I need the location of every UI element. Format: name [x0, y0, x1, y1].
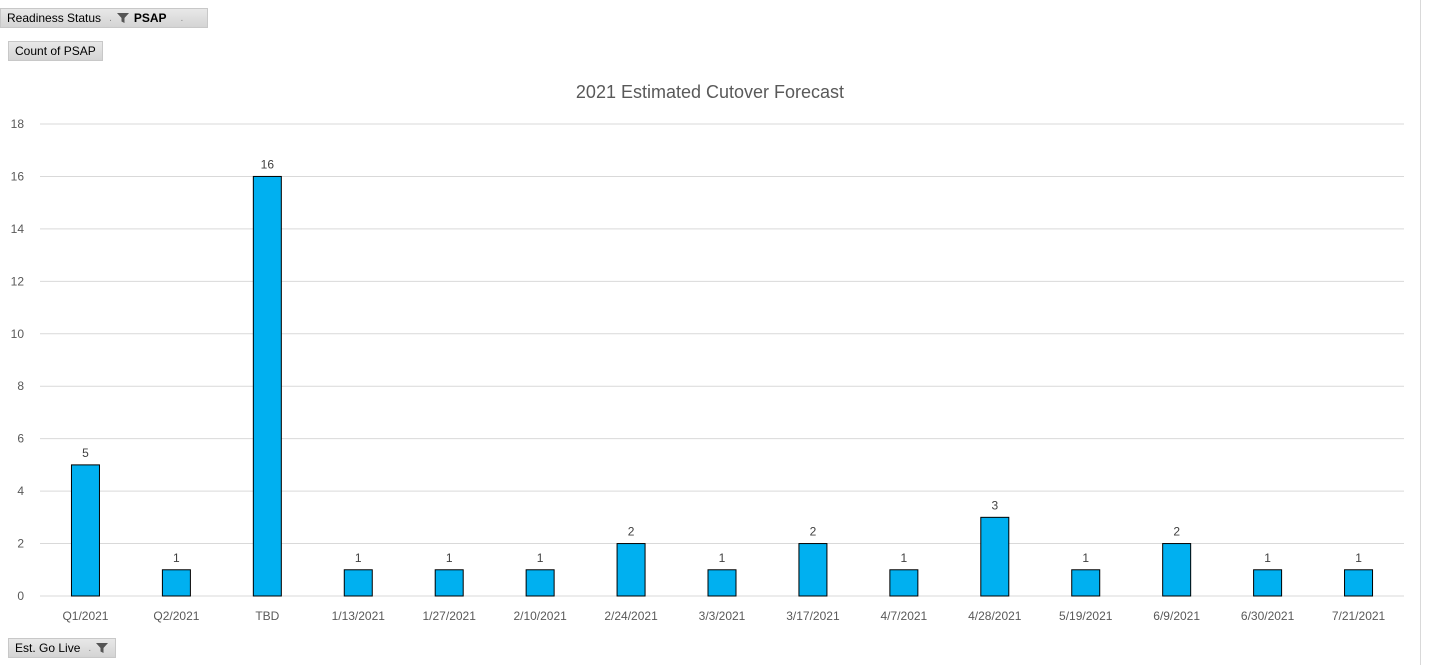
- x-tick-label: Q1/2021: [62, 609, 108, 623]
- data-label: 1: [355, 551, 362, 565]
- bar: [1344, 569, 1374, 597]
- x-tick-label: 5/19/2021: [1059, 609, 1113, 623]
- x-tick-label: 3/3/2021: [699, 609, 746, 623]
- data-label: 1: [173, 551, 180, 565]
- chart-title: 2021 Estimated Cutover Forecast: [576, 82, 844, 102]
- bar: [343, 569, 373, 597]
- readiness-status-filter-button[interactable]: Readiness Status . PSAP .: [0, 8, 208, 28]
- x-tick-label: 6/9/2021: [1153, 609, 1200, 623]
- y-tick-label: 8: [17, 379, 24, 393]
- data-label: 1: [537, 551, 544, 565]
- est-go-live-label: Est. Go Live: [15, 641, 81, 655]
- bar: [616, 543, 646, 597]
- chart-bars: [70, 175, 1374, 597]
- data-label: 16: [261, 157, 275, 171]
- bar: [798, 543, 828, 597]
- x-tick-label: 6/30/2021: [1241, 609, 1295, 623]
- readiness-status-value: PSAP: [133, 11, 167, 25]
- bar: [252, 175, 282, 597]
- data-label: 1: [1082, 551, 1089, 565]
- x-tick-label: Q2/2021: [153, 609, 199, 623]
- count-of-psap-label: Count of PSAP: [15, 44, 96, 58]
- data-labels: 5 1 16 1 1 1 2 1 2 1 3 1 2 1 1: [82, 157, 1362, 564]
- est-go-live-field-button[interactable]: Est. Go Live .: [8, 638, 117, 658]
- x-tick-label: 1/27/2021: [423, 609, 477, 623]
- y-tick-label: 16: [11, 169, 25, 183]
- bar: [1071, 569, 1101, 597]
- y-tick-label: 18: [11, 117, 25, 131]
- dropdown-dot-icon: .: [180, 12, 184, 24]
- y-axis: 0 2 4 6 8 10 12 14 16 18: [11, 117, 25, 603]
- x-tick-label: 4/28/2021: [968, 609, 1022, 623]
- filter-funnel-icon[interactable]: [95, 642, 109, 654]
- y-tick-label: 0: [17, 589, 24, 603]
- data-label: 1: [1264, 551, 1271, 565]
- data-label: 2: [810, 525, 817, 539]
- readiness-status-label: Readiness Status: [7, 11, 102, 25]
- chart-gridlines: [40, 123, 1404, 597]
- data-label: 5: [82, 446, 89, 460]
- y-tick-label: 2: [17, 537, 24, 551]
- bar: [707, 569, 737, 597]
- bar: [525, 569, 555, 597]
- bar: [1253, 569, 1283, 597]
- x-tick-label: 2/24/2021: [604, 609, 658, 623]
- data-label: 1: [719, 551, 726, 565]
- x-tick-label: 4/7/2021: [881, 609, 928, 623]
- bar: [1162, 543, 1192, 597]
- y-tick-label: 10: [11, 327, 25, 341]
- x-tick-label: 1/13/2021: [332, 609, 386, 623]
- x-tick-label: 2/10/2021: [513, 609, 567, 623]
- data-label: 1: [901, 551, 908, 565]
- bar: [161, 569, 191, 597]
- data-label: 1: [446, 551, 453, 565]
- data-label: 1: [1355, 551, 1362, 565]
- y-tick-label: 14: [11, 222, 25, 236]
- y-tick-label: 4: [17, 484, 24, 498]
- x-tick-label: 3/17/2021: [786, 609, 840, 623]
- bar: [980, 516, 1010, 597]
- bar: [889, 569, 919, 597]
- y-tick-label: 6: [17, 432, 24, 446]
- bar: [70, 464, 100, 597]
- dropdown-dot-icon: .: [88, 642, 92, 654]
- data-label: 2: [628, 525, 635, 539]
- sheet-right-border: [1420, 0, 1421, 665]
- x-tick-label: 7/21/2021: [1332, 609, 1386, 623]
- filter-funnel-icon[interactable]: [116, 12, 130, 24]
- bar: [434, 569, 464, 597]
- data-label: 2: [1173, 525, 1180, 539]
- x-tick-label: TBD: [255, 609, 279, 623]
- dropdown-dot-icon: .: [109, 12, 112, 24]
- count-of-psap-field-button[interactable]: Count of PSAP: [8, 41, 103, 61]
- data-label: 3: [991, 498, 998, 512]
- x-axis: Q1/2021 Q2/2021 TBD 1/13/2021 1/27/2021 2/10/…: [62, 609, 1385, 623]
- y-tick-label: 12: [11, 274, 25, 288]
